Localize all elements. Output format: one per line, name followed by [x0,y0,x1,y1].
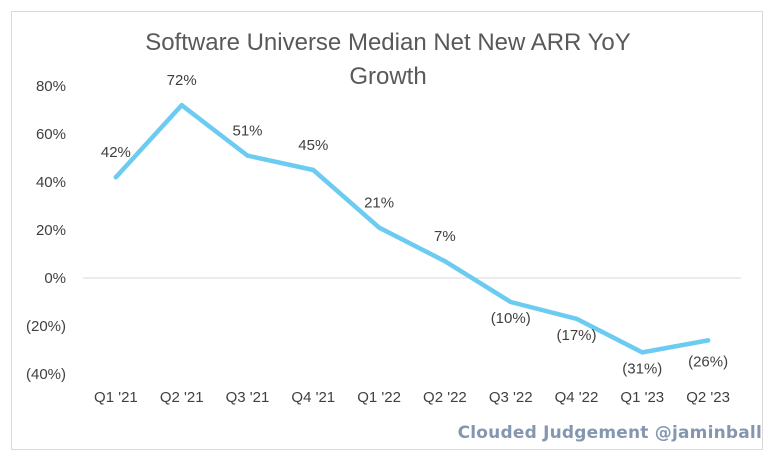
x-tick-label: Q4 '22 [555,389,599,406]
x-tick-label: Q1 '22 [357,389,401,406]
y-axis: 80% 60% 40% 20% 0% (20%) (40%) [26,78,66,383]
data-label: (26%) [688,353,728,370]
x-tick-label: Q4 '21 [291,389,335,406]
watermark-text: Clouded Judgement @jaminball [457,423,762,443]
data-point [376,225,382,230]
y-tick-label: 60% [36,126,66,143]
x-tick-label: Q2 '22 [423,389,467,406]
chart-title-line-1: Software Universe Median Net New ARR YoY [145,29,631,56]
x-tick-label: Q3 '21 [226,389,270,406]
data-label: 42% [101,144,131,161]
y-tick-label: (20%) [26,318,66,335]
data-label: (31%) [622,360,662,377]
data-point [640,350,645,355]
data-label: (10%) [491,310,531,327]
x-tick-label: Q2 '23 [686,389,730,406]
x-axis: Q1 '21 Q2 '21 Q3 '21 Q4 '21 Q1 '22 Q2 '22 Q3 '… [94,389,730,406]
data-point [574,316,579,321]
y-tick-label: 20% [36,222,66,239]
data-label: (17%) [556,327,596,344]
data-label: 7% [434,228,456,245]
x-tick-label: Q1 '23 [620,389,664,406]
series-layer [113,102,711,355]
chart-title-line-2: Growth [349,63,427,90]
data-label: 21% [364,195,394,212]
data-label: 51% [232,123,262,140]
data-point [705,338,711,343]
data-labels: 42% 72% 51% 45% 21% 7% (10%) (17%) (31%) (26%) [101,72,728,377]
data-point [311,167,316,173]
x-tick-label: Q3 '22 [489,389,533,406]
x-tick-label: Q1 '21 [94,389,138,406]
y-tick-label: (40%) [26,366,66,383]
y-tick-label: 0% [44,270,66,287]
data-point [245,153,250,158]
series-line [113,102,711,355]
data-point [442,259,448,264]
y-tick-label: 40% [36,174,66,191]
data-point [508,299,513,305]
data-point [113,175,119,180]
y-tick-label: 80% [36,78,66,95]
x-tick-label: Q2 '21 [160,389,204,406]
data-point [179,103,184,108]
data-label: 72% [167,72,197,89]
data-label: 45% [298,137,328,154]
